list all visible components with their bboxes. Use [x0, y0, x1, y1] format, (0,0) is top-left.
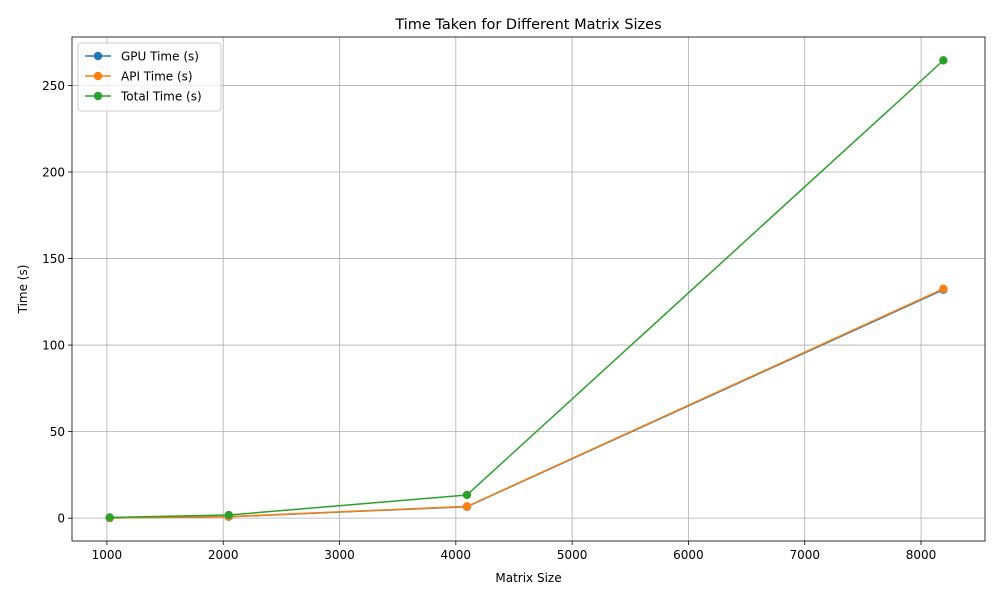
x-tick-label: 4000	[441, 548, 472, 562]
chart-title: Time Taken for Different Matrix Sizes	[394, 17, 661, 33]
x-tick-label: 6000	[673, 548, 704, 562]
series-line	[109, 288, 944, 519]
legend-marker	[93, 51, 103, 61]
data-point	[939, 56, 948, 65]
data-point	[462, 490, 472, 500]
series-line	[109, 59, 944, 519]
y-tick-label: 100	[42, 338, 65, 352]
x-axis-label: Matrix Size	[495, 571, 561, 585]
legend-item: API Time (s)	[85, 69, 193, 83]
series-3	[105, 56, 948, 522]
y-tick-label: 50	[50, 425, 65, 439]
legend-marker	[93, 71, 103, 81]
legend-item: Total Time (s)	[85, 89, 202, 103]
data-point	[939, 284, 948, 294]
x-axis-ticks: 1000 2000 3000 4000 5000 6000 7000 8000	[92, 541, 937, 562]
y-tick-label: 0	[57, 511, 65, 525]
x-tick-label: 8000	[906, 548, 937, 562]
grid	[72, 37, 985, 541]
data-point	[224, 510, 233, 520]
legend-label: GPU Time (s)	[121, 49, 199, 63]
legend: GPU Time (s) API Time (s) Total Time (s)	[77, 42, 222, 112]
y-tick-label: 200	[42, 165, 65, 179]
series-group	[105, 56, 948, 523]
y-tick-label: 250	[42, 79, 65, 93]
legend-box	[77, 42, 222, 112]
x-tick-label: 3000	[324, 548, 355, 562]
x-tick-label: 1000	[92, 548, 123, 562]
y-tick-label: 150	[42, 252, 65, 266]
y-axis-ticks: 0 50 100 150 200 250	[42, 79, 72, 525]
legend-item: GPU Time (s)	[85, 49, 199, 63]
x-tick-label: 2000	[208, 548, 239, 562]
legend-marker	[93, 91, 103, 101]
y-axis-label: Time (s)	[16, 265, 30, 315]
data-point	[462, 502, 472, 511]
data-point	[105, 513, 114, 522]
x-tick-label: 7000	[789, 548, 820, 562]
plot-area	[72, 37, 985, 541]
legend-label: Total Time (s)	[120, 89, 202, 103]
x-tick-label: 5000	[557, 548, 588, 562]
plot-frame	[71, 36, 986, 542]
legend-label: API Time (s)	[121, 69, 193, 83]
